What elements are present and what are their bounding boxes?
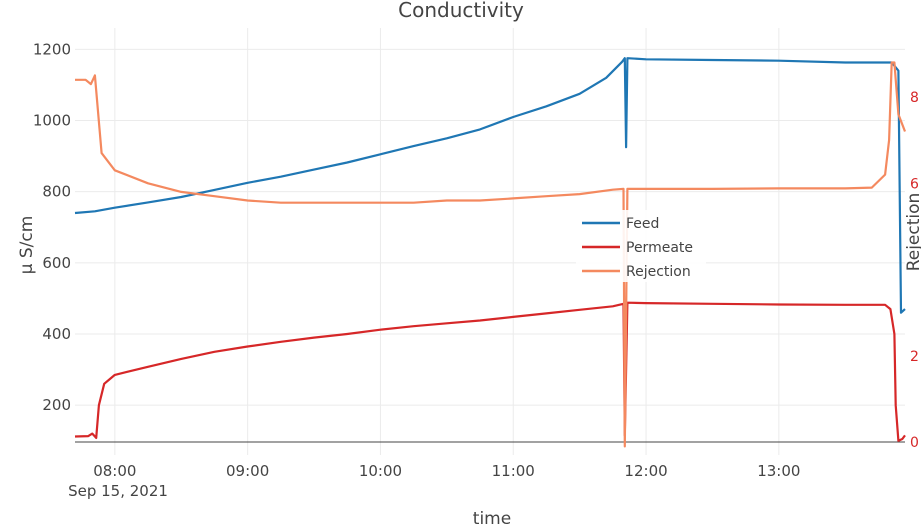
y-tick-label: 1000 <box>33 112 71 130</box>
x-tick-label: 09:00 <box>226 462 269 480</box>
y-tick-label: 200 <box>42 396 71 414</box>
legend-label-rejection: Rejection <box>626 264 691 280</box>
y2-tick-label: 8 <box>910 90 919 106</box>
legend-label-feed: Feed <box>626 216 659 232</box>
y-tick-label: 400 <box>42 325 71 343</box>
series-line-permeate <box>74 301 906 442</box>
series-lines <box>74 57 907 448</box>
legend-label-permeate: Permeate <box>626 240 693 256</box>
y-axis-title: μ S/cm <box>17 216 37 275</box>
y2-axis-title: Rejection <box>904 193 921 272</box>
series-line-rejection <box>75 61 907 448</box>
x-tick-label: 08:00 <box>93 462 136 480</box>
legend: Feed Permeate Rejection <box>576 210 706 282</box>
x-tick-label: 11:00 <box>492 462 535 480</box>
y2-tick-label: 0 <box>910 435 919 451</box>
y2-tick-label: 6 <box>910 176 919 192</box>
x-axis-title: time <box>473 509 511 526</box>
axis-ticks: 200 400 600 800 1000 1200 08:00 09:00 10:00 11:00… <box>33 40 919 480</box>
series-line-feed <box>74 57 906 314</box>
y-tick-label: 1200 <box>33 40 71 58</box>
y2-tick-label: 2 <box>910 349 919 365</box>
x-date-label: Sep 15, 2021 <box>68 482 168 500</box>
x-tick-label: 12:00 <box>624 462 667 480</box>
y-tick-label: 800 <box>42 183 71 201</box>
chart-title: Conductivity <box>398 0 524 22</box>
x-tick-label: 13:00 <box>757 462 800 480</box>
x-tick-label: 10:00 <box>359 462 402 480</box>
y-tick-label: 600 <box>42 254 71 272</box>
